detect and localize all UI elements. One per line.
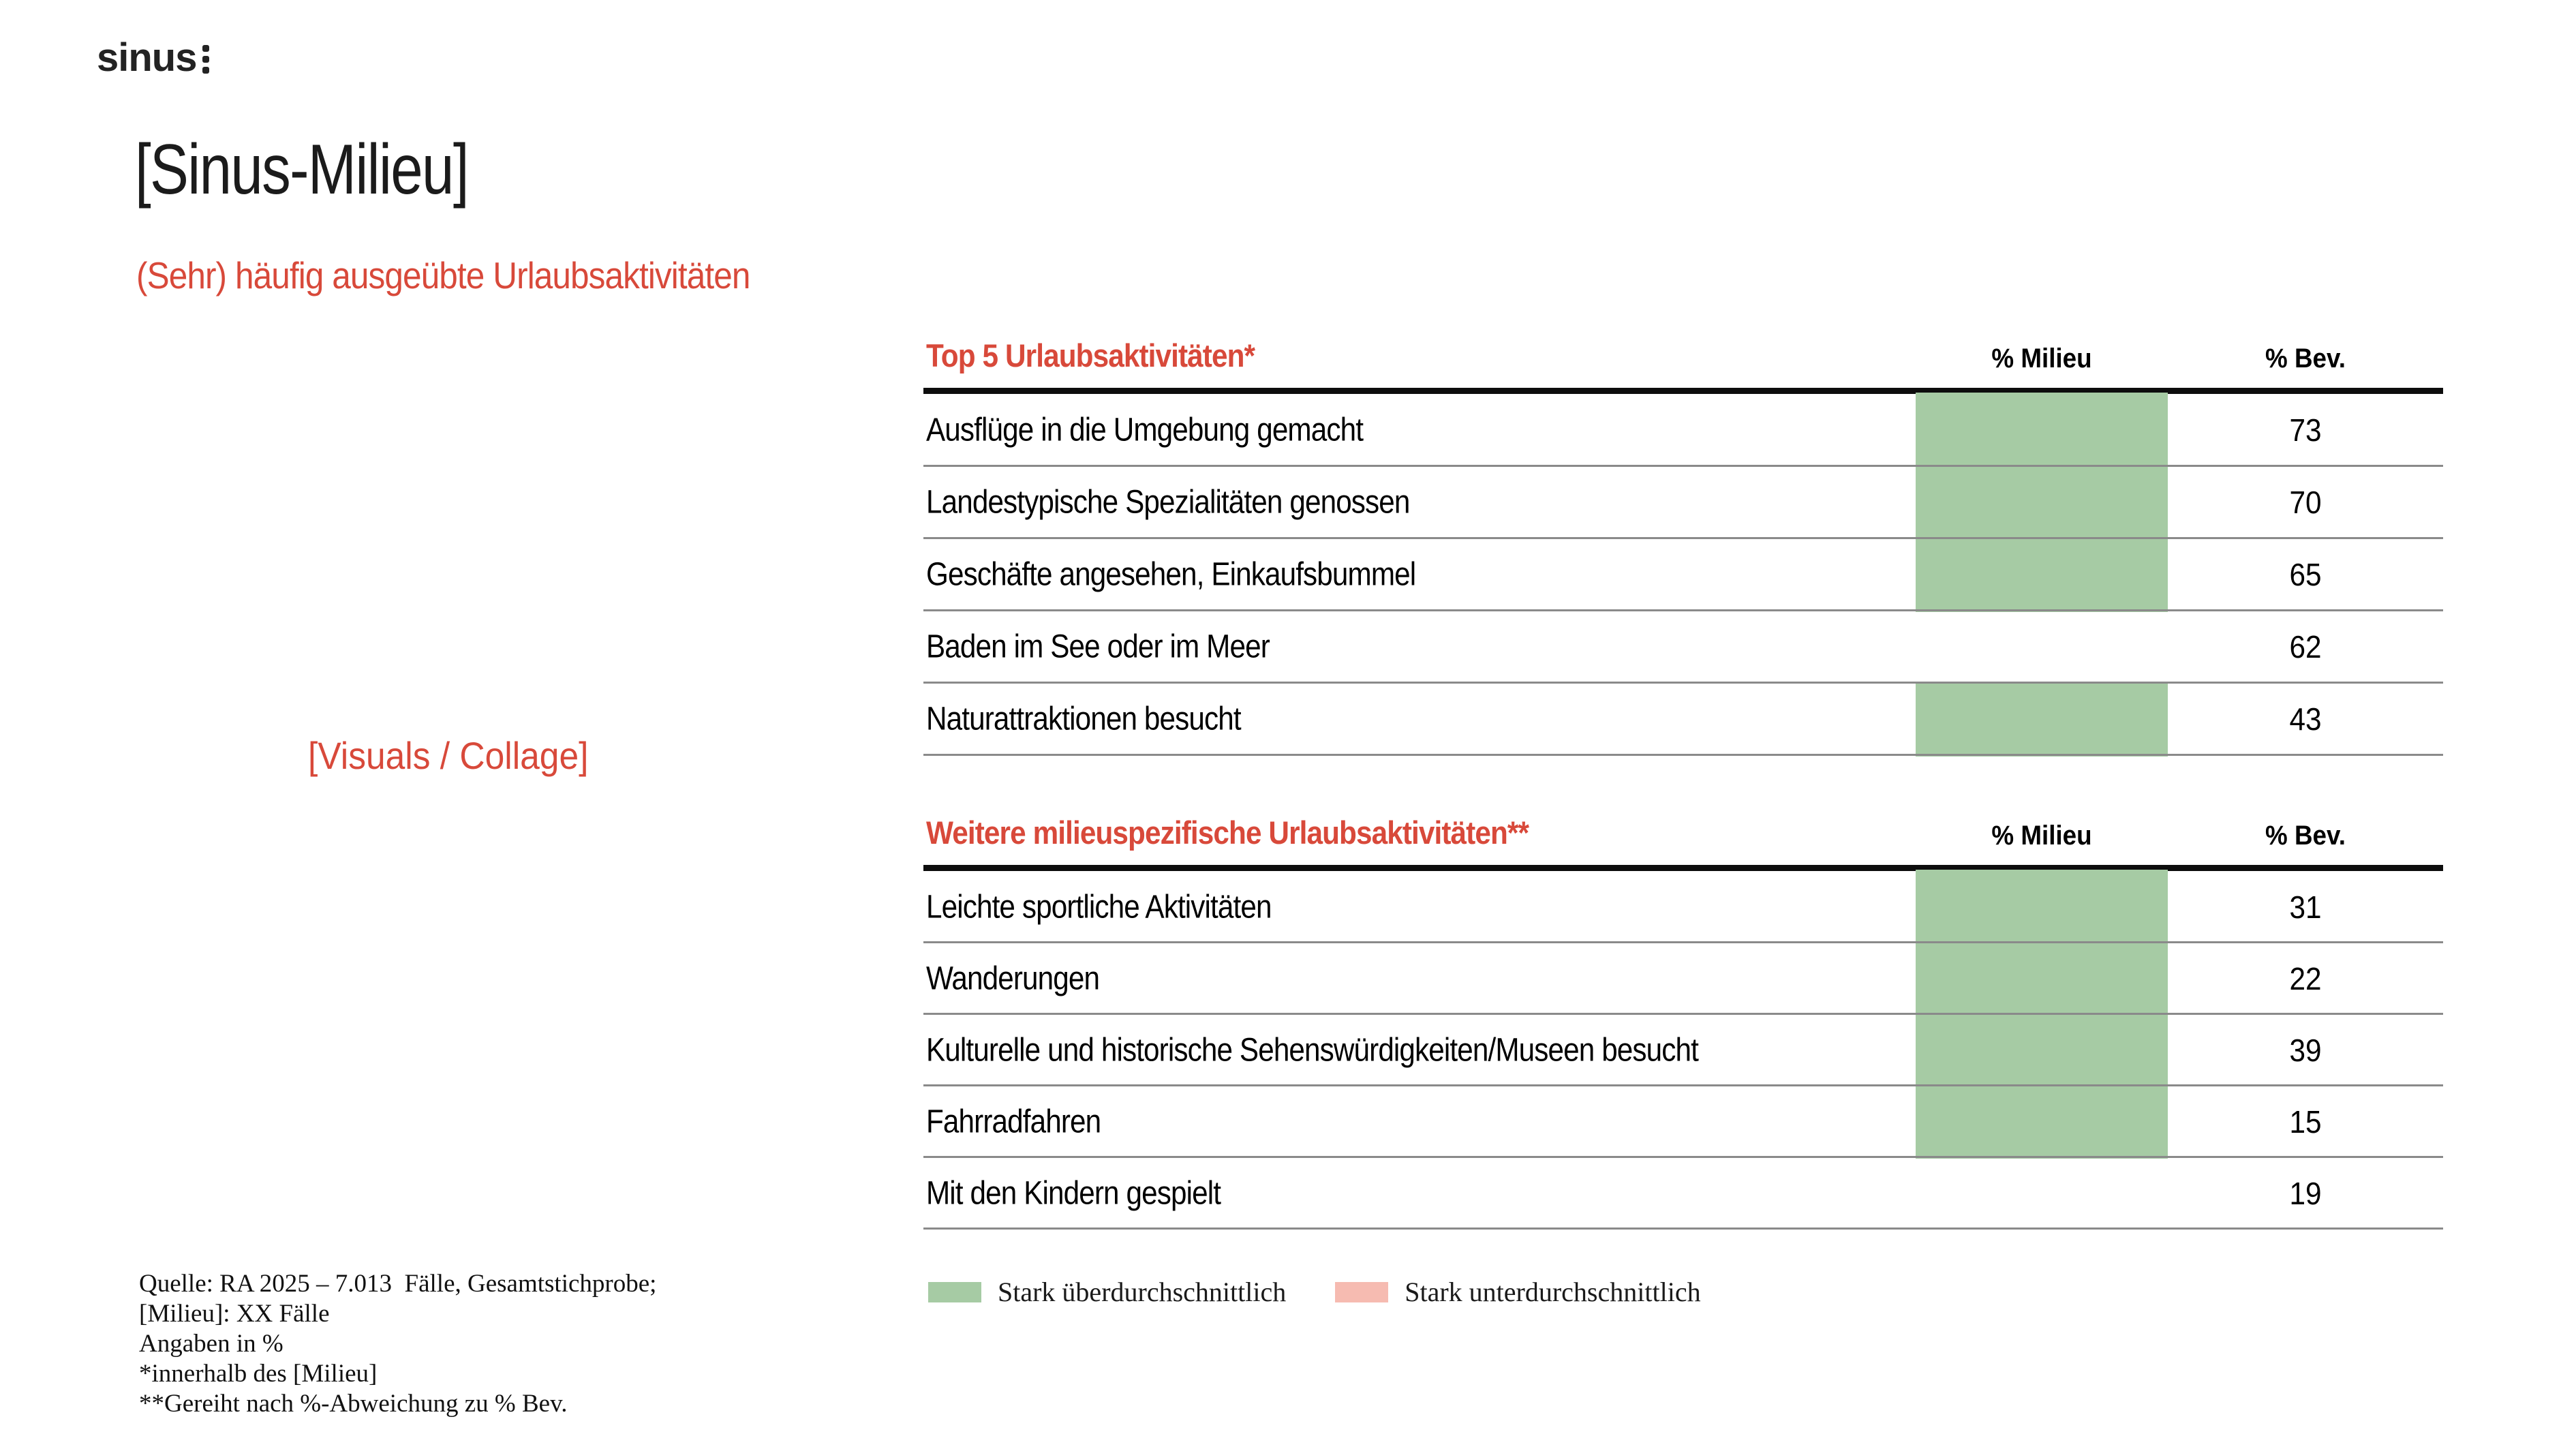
bev-value: 70	[2289, 485, 2322, 520]
row-label: Landestypische Spezialitäten genossen	[926, 484, 1410, 521]
table-row: Mit den Kindern gespielt 19	[923, 1157, 2443, 1230]
bev-value: 19	[2289, 1175, 2322, 1211]
milieu-highlight-cell	[1916, 941, 2168, 1016]
bev-value: 62	[2289, 629, 2322, 665]
bev-value: 65	[2289, 557, 2322, 592]
logo-text: sinus	[97, 35, 197, 80]
sinus-logo: sinus	[97, 38, 209, 78]
bev-value: 15	[2289, 1103, 2322, 1140]
row-label: Ausflüge in die Umgebung gemacht	[926, 412, 1364, 448]
table-weitere-urlaubsaktivitaeten: Weitere milieuspezifische Urlaubsaktivit…	[923, 811, 2443, 1230]
row-label: Leichte sportliche Aktivitäten	[926, 889, 1272, 925]
table-row: Wanderungen 22	[923, 941, 2443, 1016]
footnote-units: Angaben in %	[139, 1330, 283, 1358]
table-row: Leichte sportliche Aktivitäten 31	[923, 870, 2443, 944]
legend-label: Stark unterdurchschnittlich	[1405, 1277, 1701, 1307]
table-row: Ausflüge in die Umgebung gemacht 73	[923, 393, 2443, 468]
row-label: Mit den Kindern gespielt	[926, 1175, 1221, 1211]
column-header-milieu: % Milieu	[1991, 821, 2092, 851]
bev-value: 39	[2289, 1032, 2322, 1068]
row-label: Baden im See oder im Meer	[926, 628, 1270, 665]
column-header-bev: % Bev.	[2265, 344, 2346, 373]
table-row: Kulturelle und historische Sehenswürdigk…	[923, 1013, 2443, 1087]
legend-item-above-average: Stark überdurchschnittlich	[928, 1276, 1286, 1308]
row-label: Wanderungen	[926, 960, 1100, 996]
footnotes: Quelle: RA 2025 – 7.013 Fälle, Gesamtsti…	[139, 1269, 656, 1419]
table-row: Geschäfte angesehen, Einkaufsbummel 65	[923, 537, 2443, 612]
table-row: Baden im See oder im Meer 62	[923, 611, 2443, 684]
table-row: Fahrradfahren 15	[923, 1084, 2443, 1159]
milieu-highlight-cell	[1916, 682, 2168, 757]
footnote-milieu-cases: [Milieu]: XX Fälle	[139, 1300, 330, 1328]
footnote-double-asterisk: **Gereiht nach %-Abweichung zu % Bev.	[139, 1390, 568, 1418]
milieu-highlight-cell	[1916, 393, 2168, 468]
legend-swatch-above-average-icon	[928, 1281, 981, 1302]
legend-label: Stark überdurchschnittlich	[998, 1277, 1287, 1307]
table-row: Landestypische Spezialitäten genossen 70	[923, 465, 2443, 540]
row-label: Geschäfte angesehen, Einkaufsbummel	[926, 556, 1416, 593]
row-label: Naturattraktionen besucht	[926, 701, 1242, 737]
row-label: Kulturelle und historische Sehenswürdigk…	[926, 1032, 1699, 1068]
page-title: [Sinus-Milieu]	[135, 130, 470, 209]
milieu-highlight-cell	[1916, 1084, 2168, 1159]
bev-value: 73	[2289, 412, 2322, 448]
table-top5-urlaubsaktivitaeten: Top 5 Urlaubsaktivitäten* % Milieu % Bev…	[923, 334, 2443, 757]
legend-swatch-below-average-icon	[1335, 1281, 1389, 1302]
table-header: Top 5 Urlaubsaktivitäten* % Milieu % Bev…	[923, 334, 2443, 394]
table-title: Top 5 Urlaubsaktivitäten*	[926, 337, 1255, 373]
page-subtitle: (Sehr) häufig ausgeübte Urlaubsaktivität…	[136, 254, 750, 296]
visuals-placeholder: [Visuals / Collage]	[308, 734, 589, 777]
milieu-highlight-cell	[1916, 870, 2168, 944]
logo-colon-icon	[202, 45, 209, 74]
bev-value: 22	[2289, 960, 2322, 996]
bev-value: 31	[2289, 889, 2322, 925]
table-header: Weitere milieuspezifische Urlaubsaktivit…	[923, 811, 2443, 871]
table-title: Weitere milieuspezifische Urlaubsaktivit…	[926, 814, 1529, 851]
footnote-asterisk: *innerhalb des [Milieu]	[139, 1360, 378, 1388]
table-row: Naturattraktionen besucht 43	[923, 682, 2443, 757]
milieu-highlight-cell	[1916, 537, 2168, 612]
column-header-milieu: % Milieu	[1991, 344, 2092, 373]
legend-item-below-average: Stark unterdurchschnittlich	[1335, 1276, 1701, 1308]
bev-value: 43	[2289, 701, 2322, 737]
legend: Stark überdurchschnittlich Stark unterdu…	[928, 1276, 1750, 1308]
milieu-highlight-cell	[1916, 1013, 2168, 1087]
milieu-highlight-cell	[1916, 465, 2168, 540]
footnote-source: Quelle: RA 2025 – 7.013 Fälle, Gesamtsti…	[139, 1270, 657, 1298]
column-header-bev: % Bev.	[2265, 821, 2346, 851]
row-label: Fahrradfahren	[926, 1103, 1101, 1140]
